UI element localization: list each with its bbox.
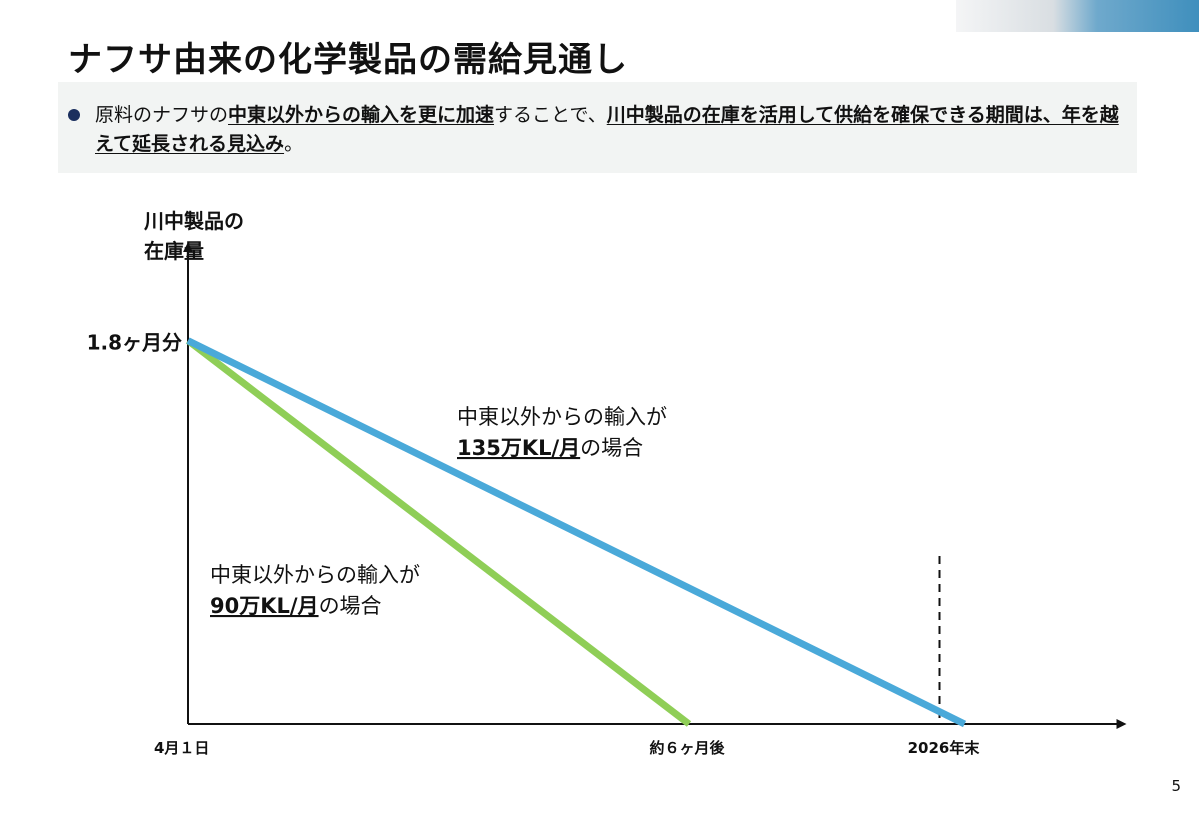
summary-segment: 原料のナフサの bbox=[95, 104, 229, 126]
x-tick-label: 4月１日 bbox=[154, 739, 209, 757]
series-line-0 bbox=[185, 337, 692, 727]
summary-box: 原料のナフサの中東以外からの輸入を更に加速することで、川中製品の在庫を活用して供… bbox=[58, 82, 1137, 173]
x-tick-label: 2026年末 bbox=[908, 739, 981, 757]
y-axis-label: 在庫量 bbox=[144, 239, 204, 263]
bullet-icon bbox=[68, 109, 80, 121]
y-start-label: 1.8ヶ月分 bbox=[87, 331, 182, 355]
series-line-1 bbox=[186, 337, 967, 728]
series-annotation-suffix: の場合 bbox=[319, 594, 382, 618]
page-number: 5 bbox=[1171, 777, 1181, 795]
summary-segment: することで、 bbox=[494, 104, 607, 126]
summary-segment-emphasis: 中東以外からの輸入を更に加速 bbox=[228, 104, 495, 126]
y-axis-label: 川中製品の bbox=[143, 209, 244, 233]
summary-segment-emphasis: 川中製品の在庫を活用して供給を確保できる期間は、年を越えて延長される見込み bbox=[95, 104, 1119, 155]
series-annotation-line1: 中東以外からの輸入が bbox=[457, 405, 667, 429]
series-annotation-line2: 135万KL/月の場合 bbox=[457, 436, 643, 460]
series-annotation-rate: 90万KL/月 bbox=[210, 594, 319, 618]
series-annotation-rate: 135万KL/月 bbox=[457, 436, 580, 460]
series-annotation-suffix: の場合 bbox=[580, 436, 643, 460]
summary-segment: 。 bbox=[284, 133, 304, 155]
header-accent-band bbox=[956, 0, 1199, 32]
series-annotation-line1: 中東以外からの輸入が bbox=[210, 563, 420, 587]
page-title: ナフサ由来の化学製品の需給見通し bbox=[68, 40, 628, 80]
x-tick-label: 約６ヶ月後 bbox=[649, 739, 725, 757]
summary-text: 原料のナフサの中東以外からの輸入を更に加速することで、川中製品の在庫を活用して供… bbox=[95, 101, 1125, 159]
series-annotation-line2: 90万KL/月の場合 bbox=[210, 594, 382, 618]
